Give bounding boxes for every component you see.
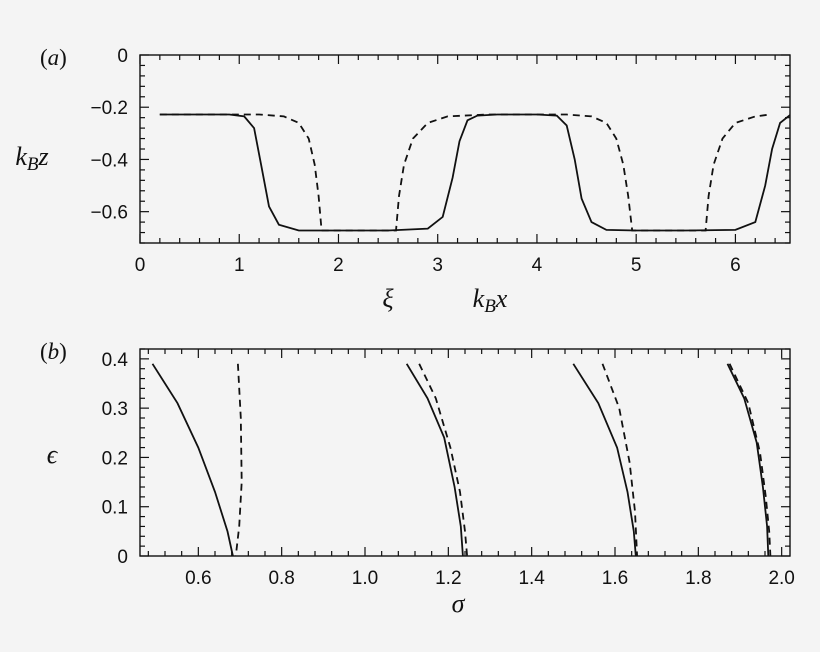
y-tick-label: 0.2 [102,448,128,469]
x-tick-label: 1.4 [518,568,545,589]
series-solid-0 [159,113,791,232]
y-tick-label: −0.4 [90,150,128,171]
series-solid-6 [726,363,770,557]
x-tick-label: 2 [333,255,344,276]
x-tick-label: 1.6 [602,568,628,589]
series-dashed-1 [159,113,771,232]
series-dashed-7 [728,363,772,557]
plot-frame [139,54,791,244]
x-tick-label: 1.0 [352,568,378,589]
y-tick-label: 0 [117,46,128,67]
series-dashed-3 [418,363,468,557]
panel-a: 0 1 2 3 4 5 6 −0.6 −0.4 −0.2 0 (a) [40,45,791,276]
series-dashed-5 [601,363,638,557]
x-tick-label: 2.0 [768,568,794,589]
x-tick-label: 3 [432,255,443,276]
y-tick-label: 0.4 [102,350,129,371]
y-tick-label: 0.3 [102,399,128,420]
x-tick-label: 1.2 [435,568,461,589]
y-tick-label: 0 [117,547,128,568]
x-axis-label-b: σ [452,589,466,618]
x-tick-label: 0 [135,255,146,276]
panel-label: (a) [40,45,67,70]
x-tick-label: 1 [234,255,245,276]
x-tick-label: 1.8 [685,568,711,589]
x-tick-label: 0.8 [268,568,294,589]
x-axis-label-xi: ξ [382,284,394,313]
y-tick-label: −0.2 [90,98,128,119]
series-dashed-1 [234,363,243,557]
panel-b: 0.6 0.8 1.0 1.2 1.4 1.6 1.8 2.0 0 0.1 0.2 0.3 0.4 (b) [40,339,795,589]
x-tick-label: 6 [730,255,741,276]
series-solid-0 [151,363,234,557]
panel-label: (b) [40,339,67,364]
y-tick-label: −0.6 [90,203,128,224]
x-tick-label: 5 [631,255,642,276]
x-tick-label: 0.6 [185,568,211,589]
series-solid-4 [572,363,637,557]
y-axis-label-b: ϵ [47,440,59,469]
x-axis-label-kbx: kBx [473,284,508,317]
series-solid-2 [405,363,464,557]
y-axis-label-a: kBz [15,142,48,175]
y-tick-label: 0.1 [102,498,128,519]
x-tick-label: 4 [532,255,543,276]
